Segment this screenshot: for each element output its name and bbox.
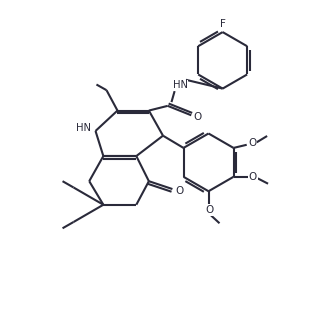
- Text: O: O: [205, 205, 213, 215]
- Text: O: O: [249, 172, 257, 182]
- Text: O: O: [175, 186, 184, 196]
- Text: HN: HN: [173, 80, 188, 90]
- Text: O: O: [248, 138, 256, 148]
- Text: O: O: [193, 112, 202, 122]
- Text: F: F: [220, 19, 226, 29]
- Text: HN: HN: [76, 123, 91, 133]
